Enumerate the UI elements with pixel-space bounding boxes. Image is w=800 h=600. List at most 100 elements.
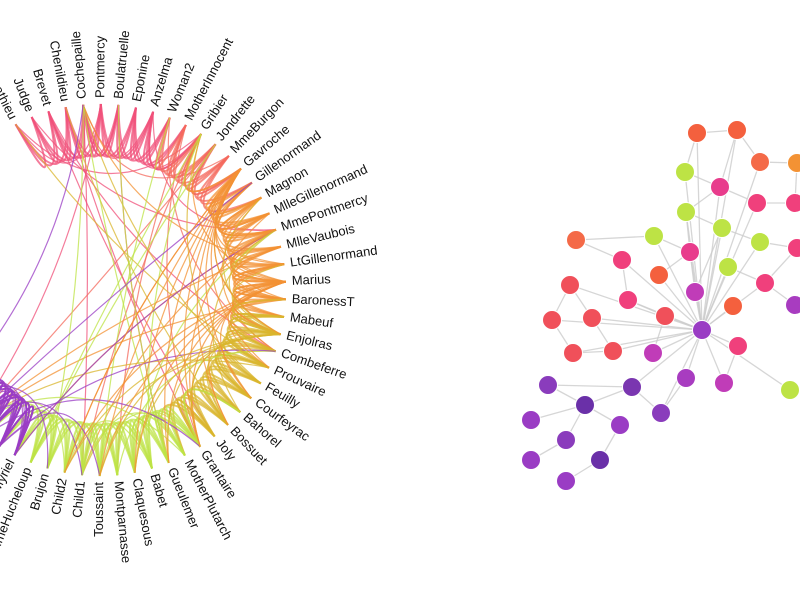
network-link [547, 384, 633, 388]
network-node [787, 153, 800, 173]
network-node [728, 336, 748, 356]
network-node [750, 152, 770, 172]
network-node [556, 471, 576, 491]
node-label: Toussaint [91, 482, 106, 537]
edge [183, 168, 242, 447]
edge [0, 385, 10, 414]
edge [208, 168, 262, 216]
edge [0, 393, 20, 447]
edge [164, 168, 242, 463]
network-node [521, 450, 541, 470]
network-link [569, 284, 703, 331]
edge [224, 197, 286, 283]
edge [233, 263, 286, 283]
network-node [521, 410, 541, 430]
edge [63, 333, 281, 473]
node-labels: ChampmathieuJudgeBrevetChenildieuCochepa… [0, 30, 378, 564]
network-node [785, 295, 800, 315]
network-node [612, 250, 632, 270]
edge [65, 107, 229, 426]
node-label: Child2 [48, 477, 70, 516]
network-node [556, 430, 576, 450]
network-link [658, 274, 703, 331]
network-node [603, 341, 623, 361]
edge [0, 401, 66, 473]
edge [0, 383, 23, 456]
edge [231, 263, 285, 335]
edge [99, 168, 242, 477]
node-label: Boulatruelle [111, 30, 133, 100]
edge [99, 117, 171, 477]
network-link [701, 241, 761, 331]
edge [152, 111, 277, 231]
network-node [750, 232, 770, 252]
edge [231, 298, 286, 336]
network-node [542, 310, 562, 330]
edge [0, 396, 28, 456]
network-node [643, 343, 663, 363]
network-node [727, 120, 747, 140]
edge [228, 229, 281, 335]
network-link [701, 227, 723, 331]
edge [0, 385, 49, 469]
network-node [655, 306, 675, 326]
network-link [694, 227, 723, 293]
edge [81, 104, 88, 476]
force-network [521, 120, 800, 491]
edge [206, 348, 276, 426]
edge [82, 104, 262, 384]
network-link [572, 329, 703, 354]
network-node [560, 275, 580, 295]
network-node [538, 375, 558, 395]
node-label: BaronessT [291, 291, 355, 309]
network-node [692, 320, 712, 340]
network-node [563, 343, 583, 363]
network-link [701, 266, 729, 331]
network-node [780, 380, 800, 400]
edge [99, 412, 201, 477]
edge [0, 381, 14, 447]
edge [176, 398, 216, 448]
node-label: Cochepaille [68, 31, 89, 100]
network-node [680, 242, 700, 262]
network-node [787, 238, 800, 258]
network-link [575, 235, 655, 241]
edge [0, 103, 102, 381]
network-node [676, 368, 696, 388]
edge [15, 103, 102, 164]
network-node [582, 308, 602, 328]
network-node [685, 282, 705, 302]
network-node [651, 403, 671, 423]
edge [82, 104, 285, 265]
network-node [618, 290, 638, 310]
node-label: Montparnasse [111, 480, 134, 563]
network-link [701, 329, 791, 391]
network-link [591, 317, 703, 331]
network-node [675, 162, 695, 182]
network-node [718, 257, 738, 277]
node-label: Marius [291, 271, 331, 288]
network-node [714, 373, 734, 393]
network-node [566, 230, 586, 250]
edge [227, 281, 286, 369]
node-label: Child1 [69, 480, 87, 518]
node-label: Pontmercy [92, 35, 107, 98]
edge [0, 381, 4, 392]
network-link [621, 259, 703, 331]
edge [134, 168, 242, 473]
edge-bundle [0, 103, 287, 477]
network-node [590, 450, 610, 470]
network-link [701, 186, 721, 331]
edge [225, 329, 281, 369]
edge [183, 133, 242, 193]
network-node [610, 415, 630, 435]
edge [212, 229, 277, 413]
edge [147, 133, 202, 469]
edge [0, 104, 84, 333]
edge [196, 168, 242, 426]
network-link [653, 235, 703, 331]
edge [205, 168, 252, 399]
edge [207, 333, 281, 426]
network-node [710, 177, 730, 197]
